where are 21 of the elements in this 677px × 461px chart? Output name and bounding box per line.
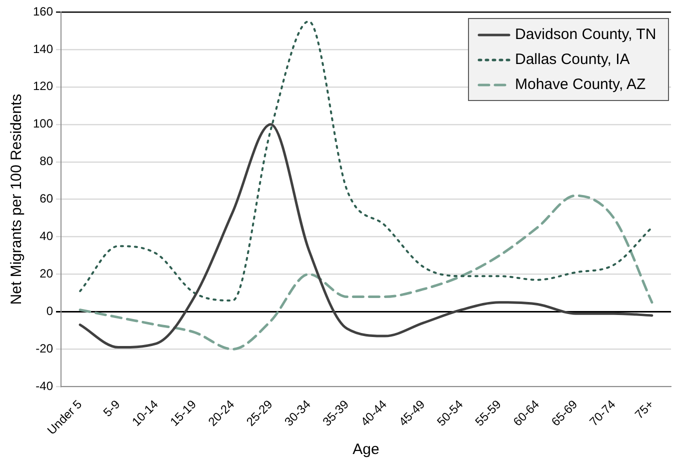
y-tick-label: 60: [40, 192, 54, 206]
line-series: [78, 123, 654, 349]
legend-label: Mohave County, AZ: [515, 76, 646, 93]
x-tick-label: 5-9: [100, 397, 123, 420]
line-series: [79, 20, 653, 302]
x-axis-title: Age: [352, 441, 380, 458]
y-tick-label: 140: [32, 42, 54, 56]
y-tick-label: 120: [32, 79, 54, 94]
y-tick-label: 80: [40, 154, 54, 168]
legend-label: Dallas County, IA: [515, 51, 630, 68]
y-tick-label: 0: [46, 304, 54, 318]
y-tick-label: 160: [32, 4, 54, 18]
y-tick-label: -20: [36, 341, 54, 356]
y-tick-label: 40: [40, 229, 54, 244]
y-tick-label: -40: [36, 378, 54, 393]
legend-label: Davidson County, TN: [515, 26, 656, 43]
line-series: [78, 194, 654, 350]
y-axis-title: Net Migrants per 100 Residents: [8, 94, 26, 305]
y-tick-label: 20: [40, 266, 54, 281]
y-tick-label: 100: [32, 116, 54, 131]
x-tick-label: 75+: [632, 397, 656, 422]
